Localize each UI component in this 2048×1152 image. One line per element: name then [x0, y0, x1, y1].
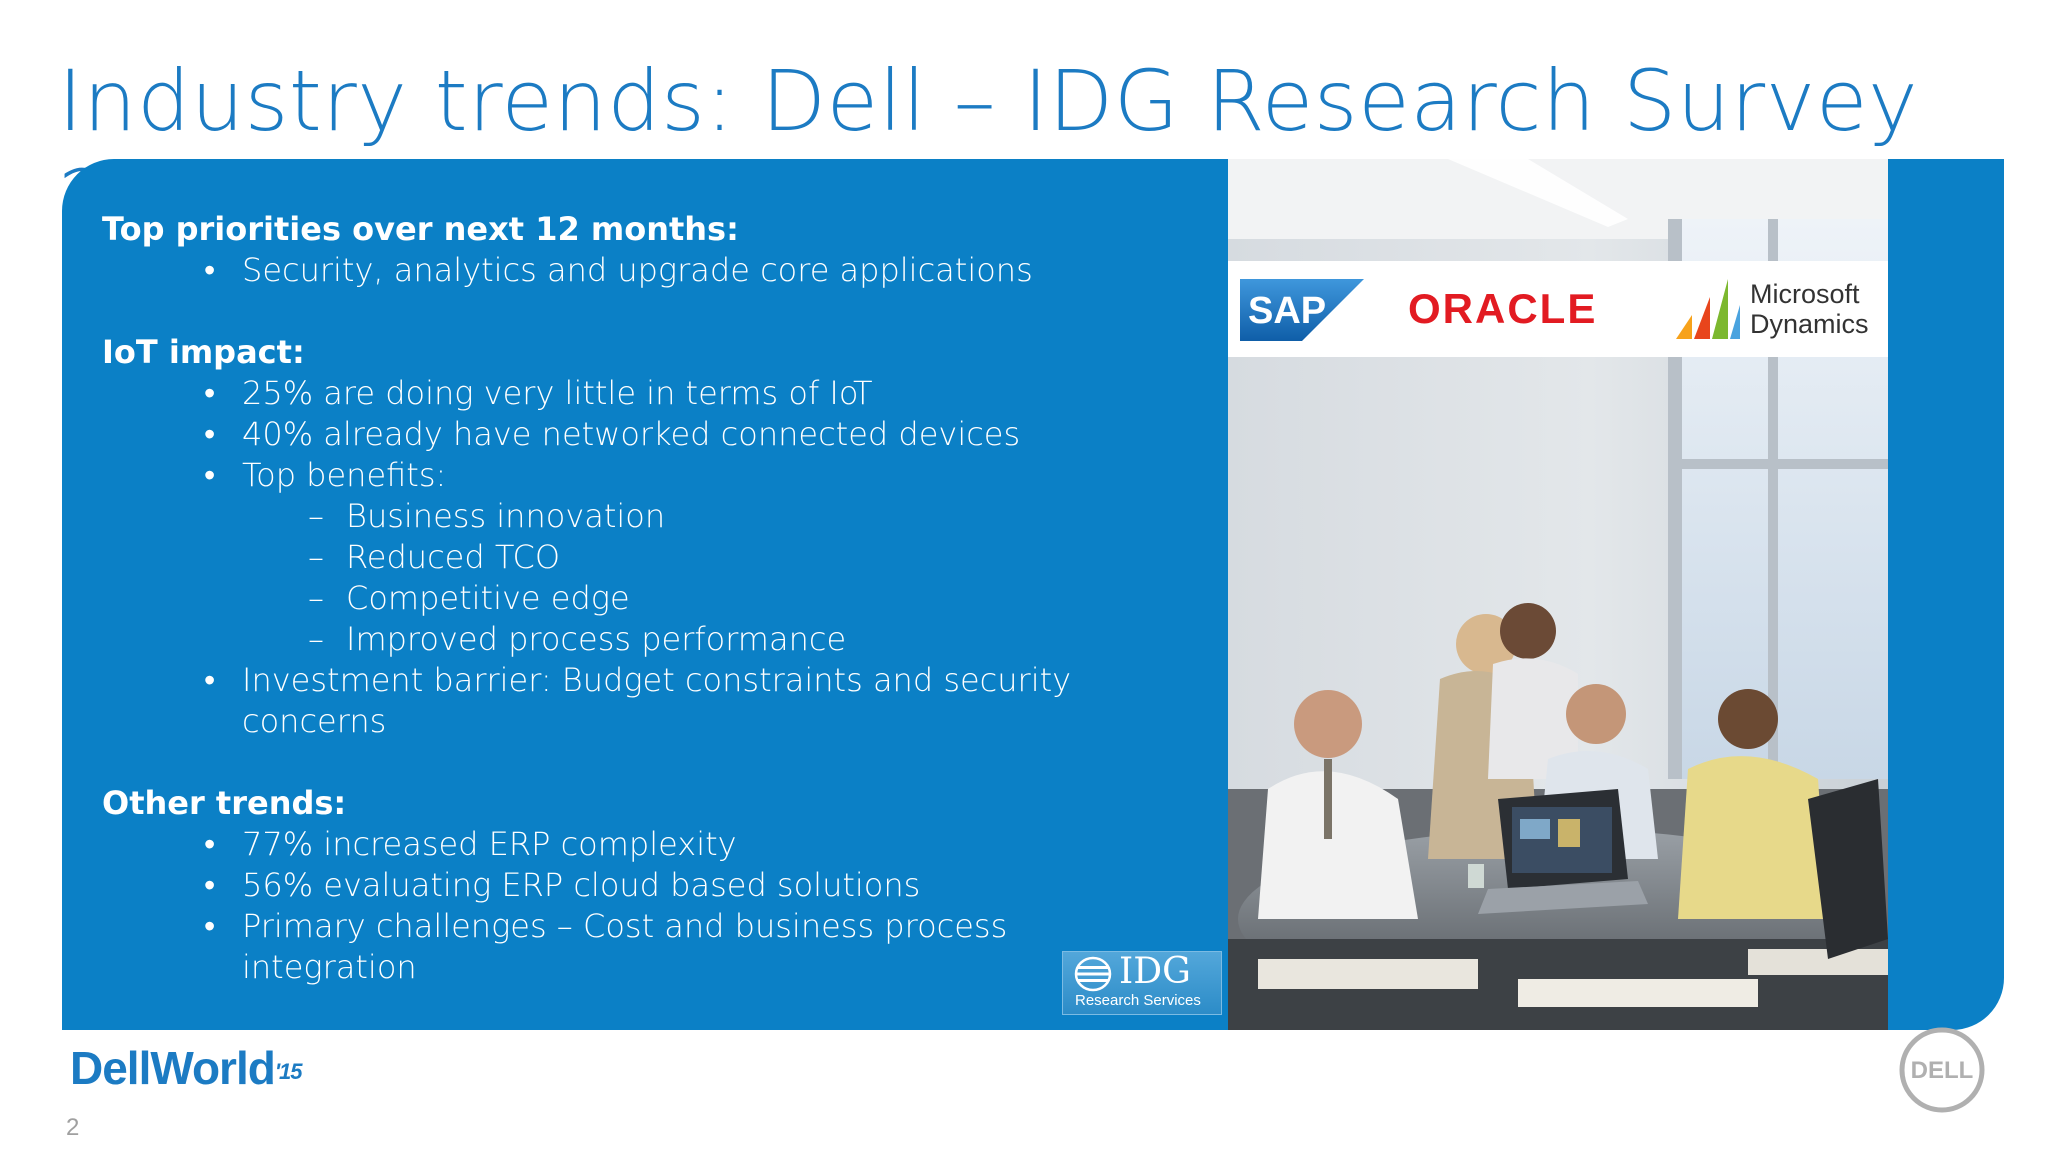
list-item: • 56% evaluating ERP cloud based solutio…: [102, 865, 1232, 906]
sub-list-item: – Improved process performance: [102, 619, 1232, 660]
dellworld-name: DellWorld: [70, 1042, 276, 1094]
section-heading-priorities: Top priorities over next 12 months:: [102, 210, 739, 248]
list-item-text: 77% increased ERP complexity: [242, 825, 737, 863]
dash-marker: –: [308, 620, 324, 658]
microsoft-dynamics-text: Microsoft Dynamics: [1750, 279, 1869, 339]
sub-list-item-text: Improved process performance: [346, 620, 847, 658]
microsoft-text-line1: Microsoft: [1750, 279, 1860, 309]
bullet-marker: •: [204, 866, 216, 904]
list-item-text: 25% are doing very little in terms of Io…: [242, 374, 873, 412]
idg-globe-icon: [1074, 956, 1112, 992]
bullet-marker: •: [204, 661, 216, 699]
dellworld-year: '15: [274, 1059, 303, 1084]
sub-list-item-text: Reduced TCO: [346, 538, 561, 576]
spacer: [102, 742, 1232, 783]
dynamics-bars-icon: [1676, 279, 1740, 339]
sap-logo: SAP: [1240, 279, 1364, 341]
bullet-marker: •: [204, 374, 216, 412]
list-item-text: 56% evaluating ERP cloud based solutions: [242, 866, 921, 904]
section-heading-other: Other trends:: [102, 784, 347, 822]
office-photo: SAP ORACLE Microsoft Dynamics: [1228, 159, 1888, 1030]
list-item-text: Top benefits:: [242, 456, 447, 494]
dash-marker: –: [308, 579, 324, 617]
microsoft-dynamics-logo: Microsoft Dynamics: [1674, 273, 1884, 345]
sub-list-item: – Competitive edge: [102, 578, 1232, 619]
microsoft-text-line2: Dynamics: [1750, 309, 1869, 339]
sap-logo-text: SAP: [1248, 290, 1326, 332]
sub-list-item-text: Competitive edge: [346, 579, 630, 617]
erp-logo-strip: SAP ORACLE Microsoft Dynamics: [1228, 261, 1888, 357]
bullet-marker: •: [204, 251, 216, 289]
list-item: • Security, analytics and upgrade core a…: [102, 250, 1232, 291]
bullet-marker: •: [204, 825, 216, 863]
spacer: [102, 291, 1232, 332]
sub-list-item-text: Business innovation: [346, 497, 666, 535]
dellworld-logo: DellWorld'15: [70, 1040, 303, 1096]
dash-marker: –: [308, 538, 324, 576]
list-item: • 77% increased ERP complexity: [102, 824, 1232, 865]
dell-logo: DELL: [1899, 1027, 1985, 1113]
bullet-marker: •: [204, 907, 216, 945]
list-item: • 40% already have networked connected d…: [102, 414, 1232, 455]
section-heading-iot: IoT impact:: [102, 333, 305, 371]
content-panel: Top priorities over next 12 months: • Se…: [62, 159, 2004, 1030]
bullet-marker: •: [204, 415, 216, 453]
idg-logo: IDG Research Services: [1062, 951, 1222, 1015]
list-item-text: Investment barrier: Budget constraints a…: [242, 661, 1072, 740]
list-item: • Primary challenges – Cost and business…: [102, 906, 1102, 988]
bullet-marker: •: [204, 456, 216, 494]
list-item-text: Security, analytics and upgrade core app…: [242, 251, 1033, 289]
page-number: 2: [66, 1114, 80, 1141]
list-item: • Top benefits:: [102, 455, 1232, 496]
bullet-content: Top priorities over next 12 months: • Se…: [102, 209, 1232, 988]
oracle-logo: ORACLE: [1408, 285, 1598, 332]
list-item-text: 40% already have networked connected dev…: [242, 415, 1021, 453]
sub-list-item: – Business innovation: [102, 496, 1232, 537]
slide-title: Industry trends: Dell – IDG Research Sur…: [58, 52, 1919, 150]
sub-list-item: – Reduced TCO: [102, 537, 1232, 578]
list-item-text: Primary challenges – Cost and business p…: [242, 907, 1008, 986]
dash-marker: –: [308, 497, 324, 535]
dell-logo-text: DELL: [1911, 1057, 1974, 1084]
idg-subtitle: Research Services: [1075, 992, 1201, 1009]
idg-name: IDG: [1119, 951, 1191, 992]
list-item: • Investment barrier: Budget constraints…: [102, 660, 1142, 742]
list-item: • 25% are doing very little in terms of …: [102, 373, 1232, 414]
